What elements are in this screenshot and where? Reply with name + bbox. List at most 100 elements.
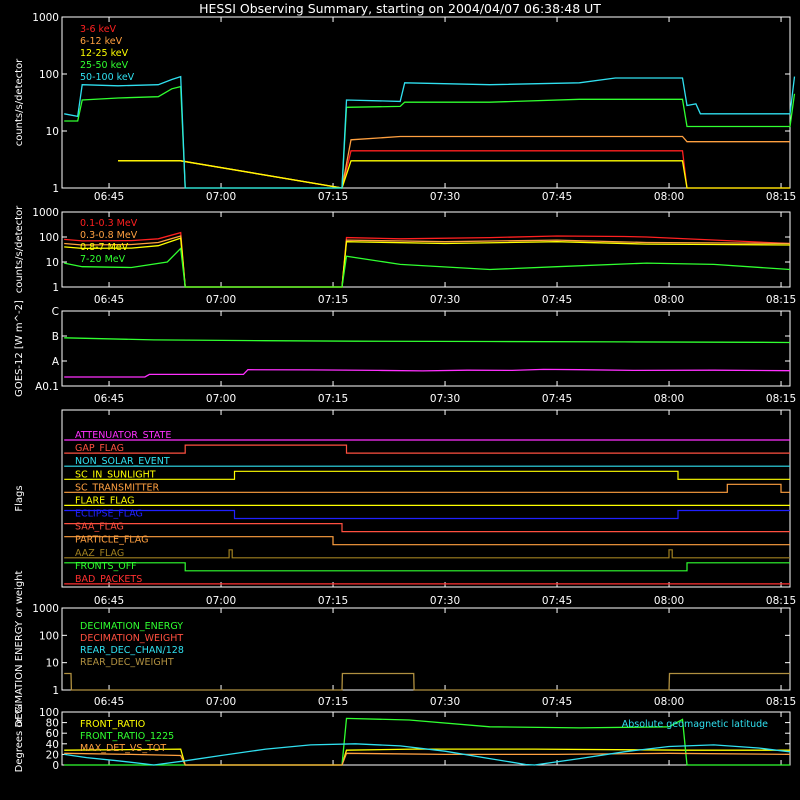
series-line [64, 743, 791, 766]
x-tick-label: 08:00 [654, 393, 684, 405]
panel-frame [61, 409, 791, 588]
series-line [118, 160, 790, 189]
legend-entry: DECIMATION_WEIGHT [80, 633, 183, 644]
legend-entry: 25-50 keV [80, 60, 129, 71]
flag-line [64, 523, 790, 533]
y-tick-label: 100 [39, 707, 59, 719]
x-tick-label: 07:30 [430, 696, 460, 708]
series-line [64, 368, 791, 378]
x-tick-label: 06:45 [94, 595, 124, 607]
flag-label: GAP_FLAG [75, 443, 124, 454]
legend-entry: 3-6 keV [80, 24, 117, 35]
legend-entry: FRONT_RATIO [80, 719, 145, 730]
x-tick-label: 08:00 [654, 595, 684, 607]
series-line [64, 75, 796, 189]
y-tick-label: 1 [52, 183, 59, 195]
legend-entry: 12-25 keV [80, 48, 129, 59]
x-tick-label: 07:15 [318, 294, 348, 306]
flag-line [64, 509, 790, 520]
flag-label: SC_IN_SUNLIGHT [75, 469, 156, 480]
y-tick-label: 80 [46, 718, 59, 730]
x-tick-label: 07:30 [430, 595, 460, 607]
panel-4: 06:45 07:00 07:15 07:30 07:45 08:00 08:15 Flags… [14, 409, 796, 607]
y-axis-label: Flags [14, 485, 25, 511]
legend-entry: MAX_DET_VS_TOT [80, 743, 166, 754]
x-tick-label: 08:00 [654, 294, 684, 306]
y-tick-label: 100 [39, 630, 59, 642]
y-tick-label: C [52, 306, 59, 318]
x-tick-label: 07:00 [206, 191, 236, 203]
x-tick-label: 06:45 [94, 191, 124, 203]
series-line [64, 337, 791, 344]
x-tick-label: 06:45 [94, 696, 124, 708]
flag-line [64, 483, 790, 493]
x-tick-label: 07:45 [542, 191, 572, 203]
legend-entry: FRONT_RATIO_1225 [80, 731, 174, 742]
legend-entry: 0.1-0.3 MeV [80, 218, 138, 229]
flag-line [64, 549, 790, 559]
flag-line [64, 470, 790, 480]
flag-line [64, 444, 790, 454]
series-line [64, 717, 790, 766]
x-tick-label: 06:45 [94, 393, 124, 405]
legend-entry: 7-20 MeV [80, 254, 126, 265]
panel-frame [61, 711, 791, 766]
x-tick-label: 08:15 [766, 294, 796, 306]
x-tick-label: 07:45 [542, 595, 572, 607]
legend-entry: REAR_DEC_WEIGHT [80, 657, 174, 668]
flag-label: SAA_FLAG [75, 522, 124, 533]
flag-label: AAZ_FLAG [75, 548, 124, 559]
legend-entry: 50-100 keV [80, 72, 135, 83]
y-tick-label: 0 [52, 760, 59, 772]
x-tick-label: 08:00 [654, 696, 684, 708]
x-tick-label: 07:45 [542, 294, 572, 306]
y-tick-label: 10 [46, 257, 59, 269]
y-tick-label: 1000 [32, 207, 59, 219]
y-tick-label: 40 [46, 739, 59, 751]
panel-1: 1 10 100 1000 06:45 07:00 07:15 07:30 07:45 08:00… [14, 12, 796, 203]
panel-3: A0.1 A B C 06:45 07:00 07:15 07:30 07:45 08:00 08:… [14, 300, 796, 405]
x-tick-label: 07:30 [430, 191, 460, 203]
x-tick-label: 07:15 [318, 696, 348, 708]
y-axis-label: counts/s/detector [14, 58, 25, 146]
legend-entry: 0.8-7 MeV [80, 242, 129, 253]
x-tick-label: 07:30 [430, 393, 460, 405]
y-tick-label: 100 [39, 232, 59, 244]
x-tick-label: 07:30 [430, 294, 460, 306]
y-tick-label: 10 [46, 658, 59, 670]
y-axis-label: Degrees or % [14, 705, 25, 773]
panel-frame [61, 16, 791, 189]
x-tick-label: 07:00 [206, 595, 236, 607]
annotation: Absolute geomagnetic latitude [622, 719, 768, 730]
y-tick-label: 20 [46, 749, 59, 761]
flag-label: FRONTS_OFF [75, 561, 137, 572]
x-tick-label: 08:15 [766, 696, 796, 708]
flag-label: NON_SOLAR_EVENT [75, 456, 170, 467]
y-tick-label: 1000 [32, 12, 59, 24]
x-tick-label: 08:15 [766, 393, 796, 405]
x-tick-label: 07:45 [542, 393, 572, 405]
flag-line [64, 562, 790, 572]
flag-label: SC_TRANSMITTER [75, 482, 160, 493]
figure-title: HESSI Observing Summary, starting on 200… [199, 1, 601, 16]
x-tick-label: 07:00 [206, 294, 236, 306]
x-tick-label: 07:15 [318, 393, 348, 405]
y-tick-label: 60 [46, 728, 59, 740]
x-tick-label: 07:00 [206, 393, 236, 405]
x-tick-label: 08:15 [766, 595, 796, 607]
x-tick-label: 08:00 [654, 191, 684, 203]
y-tick-label: 100 [39, 69, 59, 81]
flag-label: PARTICLE_FLAG [75, 535, 148, 546]
flag-label: ATTENUATOR_STATE [75, 430, 171, 441]
y-tick-label: A [52, 356, 60, 368]
flag-label: FLARE_FLAG [75, 495, 135, 506]
x-tick-label: 07:45 [542, 696, 572, 708]
flag-line [64, 536, 790, 546]
x-tick-label: 07:00 [206, 696, 236, 708]
y-tick-label: 10 [46, 126, 59, 138]
legend-entry: 0.3-0.8 MeV [80, 230, 138, 241]
y-tick-label: 1 [52, 282, 59, 294]
y-axis-label: GOES-12 [W m^-2] [14, 300, 25, 397]
